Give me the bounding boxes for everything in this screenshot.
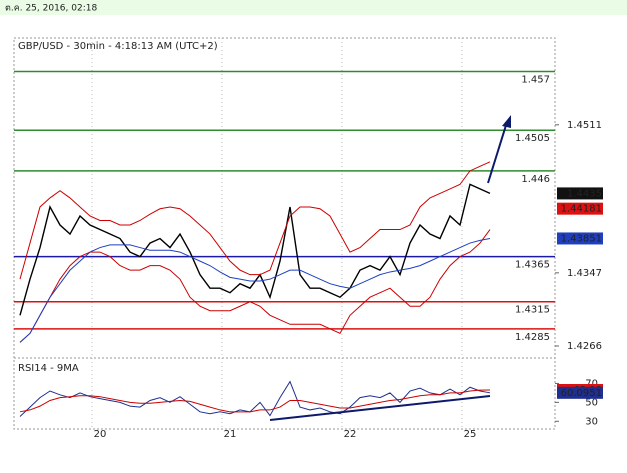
indicator-title: RSI14 - 9MA bbox=[18, 363, 79, 374]
price-tag-label: 1.43851 bbox=[561, 233, 602, 244]
plot: 20 21 22 25 1.4266 1.4347 1.4511 1.457 1.4505 1.4… bbox=[14, 38, 603, 440]
y-tick-label: 1.4511 bbox=[567, 120, 602, 131]
y-tick-label: 1.4347 bbox=[567, 268, 602, 279]
level-label: 1.4365 bbox=[515, 260, 550, 271]
timestamp: ต.ค. 25, 2016, 02:18 bbox=[5, 4, 97, 14]
price-tag bbox=[557, 187, 603, 200]
frame bbox=[13, 37, 556, 430]
price-tag bbox=[557, 386, 603, 399]
level-label: 1.4315 bbox=[515, 305, 550, 316]
series-line bbox=[19, 380, 491, 417]
series-line bbox=[19, 389, 491, 413]
y-tick-label: 70 bbox=[585, 378, 598, 389]
y-tick-label: 1.4266 bbox=[567, 341, 602, 352]
price-tag bbox=[557, 202, 603, 215]
level-label: 1.4285 bbox=[515, 332, 550, 343]
top-bar bbox=[0, 0, 627, 15]
level-label: 1.4505 bbox=[515, 133, 550, 144]
chart-title: GBP/USD - 30min - 4:18:13 AM (UTC+2) bbox=[18, 41, 218, 52]
level-label: 1.457 bbox=[521, 75, 550, 86]
price-tag-label: 60.0951 bbox=[561, 388, 602, 399]
price-tag bbox=[557, 232, 603, 245]
price-tag-label: 1.44181 bbox=[561, 204, 602, 215]
series-line bbox=[19, 238, 491, 343]
series-line bbox=[19, 229, 491, 343]
x-tick-label: 22 bbox=[344, 429, 357, 440]
x-tick-label: 20 bbox=[94, 429, 107, 440]
x-tick-label: 21 bbox=[224, 429, 237, 440]
arrow-line bbox=[487, 121, 508, 184]
price-tag-label: 1.4435 bbox=[567, 188, 602, 199]
y-tick-label: 30 bbox=[585, 416, 598, 427]
arrow-head bbox=[502, 115, 511, 128]
y-tick-label: 50 bbox=[585, 397, 598, 408]
level-label: 1.446 bbox=[521, 174, 550, 185]
x-tick-label: 25 bbox=[464, 429, 477, 440]
series-line bbox=[19, 161, 491, 280]
trend-line bbox=[269, 395, 491, 421]
